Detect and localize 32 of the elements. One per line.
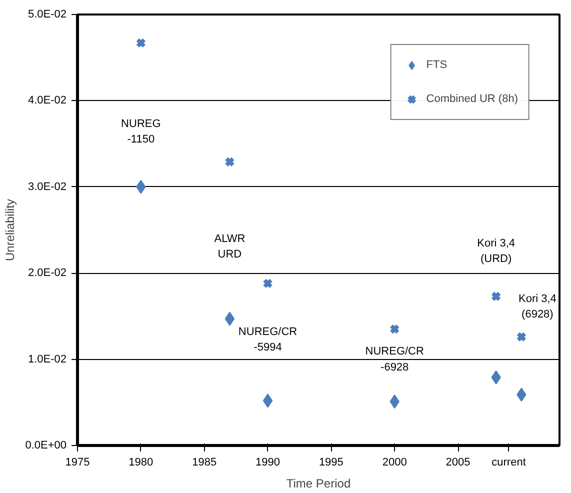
y-tick-label: 1.0E-02 xyxy=(28,353,67,366)
x-tick-label: 1985 xyxy=(192,456,217,468)
point xyxy=(516,332,527,342)
x-tick-label: current xyxy=(492,456,526,468)
y-tick-label: 3.0E-02 xyxy=(28,180,67,193)
point xyxy=(224,312,235,326)
annotation: NUREG -1150 xyxy=(121,118,161,146)
point xyxy=(224,156,235,168)
y-tick-label: 0.0E+00 xyxy=(25,440,67,452)
point xyxy=(136,38,146,48)
x-tick-label: 2005 xyxy=(446,456,470,468)
annotation: Kori 3,4 (6928) xyxy=(518,292,556,320)
annotation: NUREG/CR -6928 xyxy=(365,346,424,374)
y-tick-label: 5.0E-02 xyxy=(28,8,67,20)
x-tick-label: 1975 xyxy=(65,456,90,468)
point xyxy=(262,394,273,408)
x-tick-label: 1980 xyxy=(128,456,154,468)
x-axis-title: Time Period xyxy=(286,476,351,490)
annotation: NUREG/CR -5994 xyxy=(238,326,298,354)
annotation: ALWR URD xyxy=(214,232,246,261)
y-axis-title: Unreliability xyxy=(3,198,18,262)
annotation: Kori 3,4 (URD) xyxy=(477,238,516,266)
point xyxy=(389,324,400,334)
point xyxy=(490,291,502,302)
x-tick-label: 1990 xyxy=(256,456,280,468)
y-tick-label: 4.0E-02 xyxy=(28,94,67,107)
x-tick-label: 2000 xyxy=(382,456,407,468)
legend-label: FTS xyxy=(426,59,448,71)
x-tick-label: 1995 xyxy=(318,456,344,468)
legend-label: Combined UR (8h) xyxy=(426,93,518,105)
y-tick-label: 2.0E-02 xyxy=(28,267,67,280)
point xyxy=(262,278,273,289)
